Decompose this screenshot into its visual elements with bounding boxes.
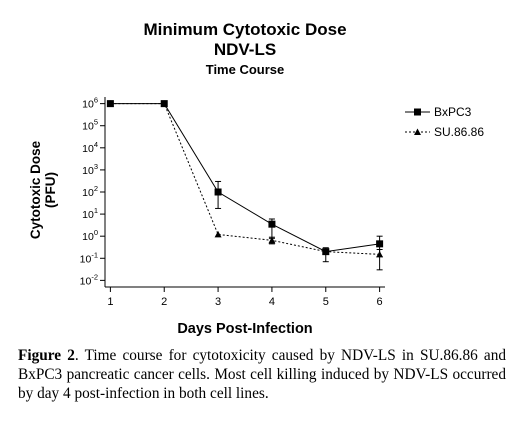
y-tick-label-1: 105 (82, 118, 98, 133)
chart: Minimum Cytotoxic Dose NDV-LS Time Cours… (28, 20, 484, 337)
data-point-s1-p3 (268, 236, 276, 244)
x-tick-label-4: 5 (323, 296, 329, 308)
caption-label: Figure 2 (18, 347, 75, 364)
chart-subtitle-2: Time Course (206, 62, 285, 77)
x-tick-label-2: 3 (215, 296, 221, 308)
series-line-bxpc3 (110, 103, 380, 253)
x-axis-label: Days Post-Infection (177, 321, 312, 337)
x-tick-label-3: 4 (269, 296, 275, 308)
x-tick-label-5: 6 (377, 296, 383, 308)
y-tick-label-5: 101 (82, 206, 98, 221)
series-line-su-86-86 (110, 103, 380, 255)
x-tick-label-1: 2 (161, 296, 167, 308)
y-tick-label-7: 10-1 (80, 250, 98, 265)
chart-subtitle: NDV-LS (214, 40, 276, 59)
y-tick-label-4: 102 (82, 184, 98, 199)
y-tick-label-0: 106 (82, 96, 98, 111)
legend-marker-1 (414, 128, 421, 135)
y-tick-label-6: 100 (82, 228, 98, 243)
y-tick-label-3: 103 (82, 162, 98, 177)
data-point-s0-p2 (214, 188, 222, 196)
plot-area: 106 105 104 103 102 101 100 10-1 10-2 1 2 3 4 5 6 (80, 96, 385, 308)
data-point-s0-p3 (268, 220, 276, 228)
chart-title: Minimum Cytotoxic Dose (143, 20, 346, 39)
y-axis-label-line2: (PFU) (43, 172, 58, 208)
y-axis-label: Cytotoxic Dose (PFU) (28, 140, 58, 239)
x-tick-label-0: 1 (107, 296, 113, 308)
legend-label-1: SU.86.86 (434, 125, 484, 139)
y-tick-label-2: 104 (82, 140, 98, 155)
y-tick-label-8: 10-2 (80, 272, 98, 287)
data-point-s1-p4 (322, 248, 330, 255)
legend-label-0: BxPC3 (434, 105, 472, 119)
data-point-s1-p0 (106, 100, 114, 107)
data-point-s1-p1 (160, 100, 168, 107)
data-point-s0-p5 (376, 240, 384, 248)
data-point-s1-p5 (376, 250, 384, 258)
legend: BxPC3 SU.86.86 (405, 105, 484, 139)
caption-text: . Time course for cytotoxicity caused by… (18, 347, 506, 402)
figure-caption: Figure 2. Time course for cytotoxicity c… (18, 346, 506, 403)
data-point-s1-p2 (214, 230, 222, 238)
legend-marker-0 (414, 108, 421, 116)
y-axis-label-line1: Cytotoxic Dose (28, 140, 43, 239)
